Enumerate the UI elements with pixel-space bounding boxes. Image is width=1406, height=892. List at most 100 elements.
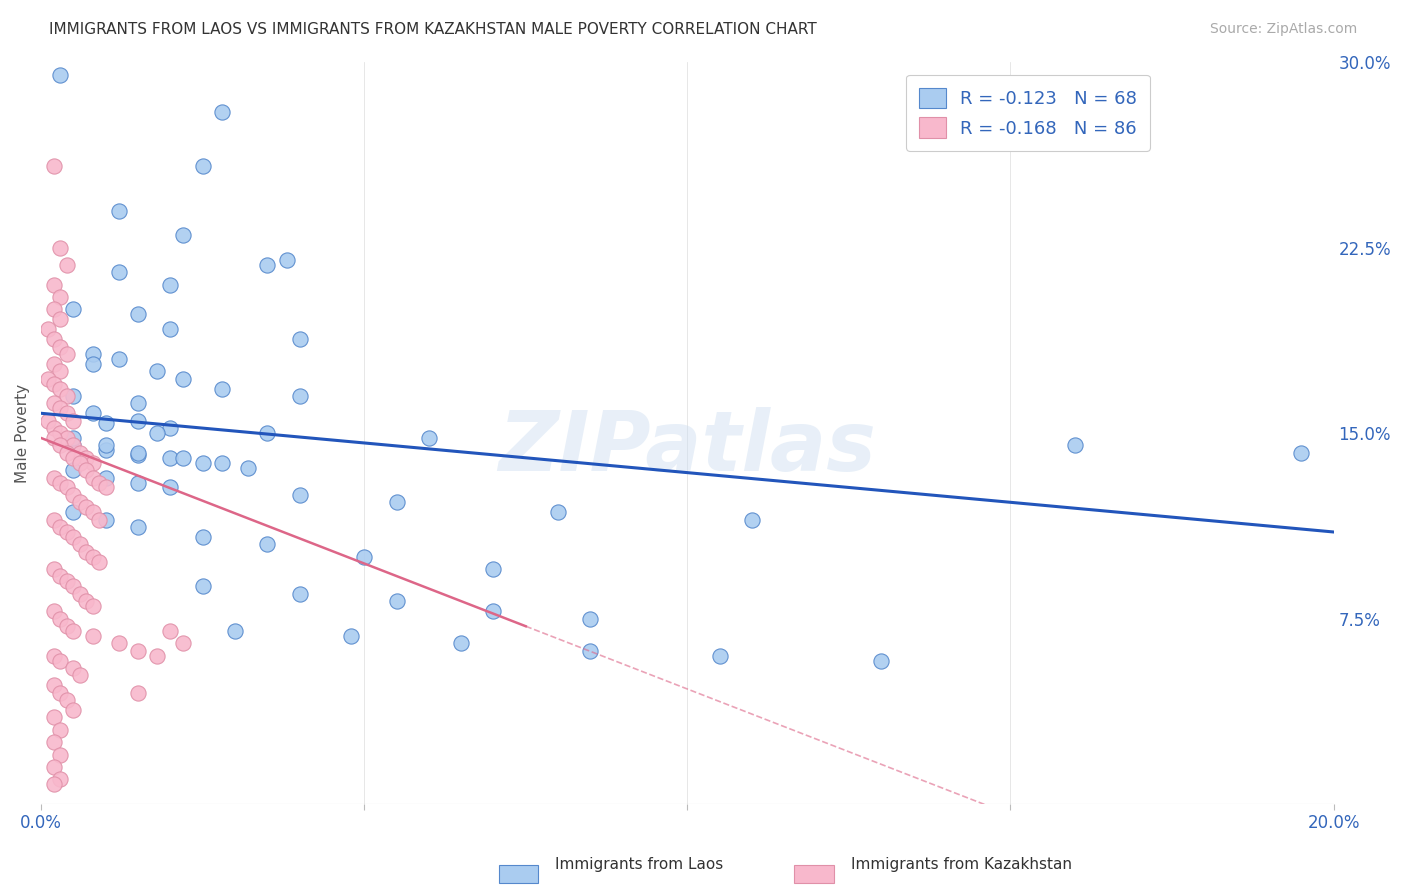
Point (340, 629, 363, 643)
Text: ZIPatlas: ZIPatlas (498, 408, 876, 489)
Point (42, 678, 65, 692)
Point (69, 446, 91, 460)
Point (211, 456, 233, 470)
Point (107, 203, 129, 218)
Point (82, 549, 104, 564)
Point (62, 579, 84, 593)
Point (56, 389, 79, 403)
Point (56, 446, 79, 460)
Point (94, 438, 117, 452)
Point (62, 438, 84, 452)
Point (172, 228, 194, 243)
Point (159, 421, 181, 435)
Point (579, 643, 602, 657)
Point (256, 425, 278, 440)
Point (56, 524, 79, 539)
Point (288, 389, 311, 403)
Point (127, 475, 149, 490)
Point (62, 438, 84, 452)
Point (89, 555, 111, 569)
Point (42, 710, 65, 724)
Point (49, 339, 72, 353)
Point (62, 505, 84, 519)
Y-axis label: Male Poverty: Male Poverty (15, 384, 30, 483)
Point (49, 611, 72, 625)
Point (82, 599, 104, 614)
Point (709, 648, 731, 663)
Point (49, 438, 72, 452)
Point (127, 448, 149, 462)
Point (75, 450, 97, 465)
Point (482, 604, 505, 618)
Point (385, 594, 408, 608)
Point (82, 629, 104, 643)
Point (94, 480, 117, 494)
Point (172, 372, 194, 386)
Point (1064, 438, 1087, 452)
Point (42, 431, 65, 445)
Point (56, 406, 79, 420)
Point (42, 159, 65, 173)
Point (191, 159, 214, 173)
Point (56, 431, 79, 445)
Point (288, 332, 311, 346)
Point (191, 530, 214, 544)
Point (49, 772, 72, 787)
Point (62, 414, 84, 428)
Point (42, 357, 65, 371)
Point (870, 654, 893, 668)
Point (49, 520, 72, 534)
Point (62, 661, 84, 675)
Point (56, 619, 79, 633)
Point (62, 530, 84, 544)
Point (146, 425, 169, 440)
Point (42, 277, 65, 292)
Point (127, 520, 149, 534)
Point (107, 636, 129, 650)
Point (82, 406, 104, 420)
Point (56, 347, 79, 361)
Point (49, 290, 72, 304)
Point (107, 351, 129, 366)
Point (579, 611, 602, 625)
Point (49, 382, 72, 396)
Point (276, 252, 298, 267)
Point (42, 513, 65, 527)
Point (62, 389, 84, 403)
Point (42, 332, 65, 346)
Point (75, 545, 97, 559)
Point (94, 513, 117, 527)
Point (236, 460, 259, 475)
Point (82, 456, 104, 470)
Point (127, 643, 149, 657)
Point (62, 450, 84, 465)
Point (42, 421, 65, 435)
Point (62, 431, 84, 445)
Point (69, 537, 91, 551)
Point (62, 488, 84, 502)
Text: Immigrants from Kazakhstan: Immigrants from Kazakhstan (851, 857, 1071, 872)
Point (49, 747, 72, 762)
Point (159, 322, 181, 336)
Point (69, 456, 91, 470)
Point (42, 735, 65, 749)
Point (450, 636, 472, 650)
Point (547, 505, 569, 519)
Point (49, 686, 72, 700)
Point (82, 357, 104, 371)
Point (62, 302, 84, 317)
Point (49, 569, 72, 583)
Point (94, 443, 117, 458)
Point (69, 668, 91, 682)
Point (159, 450, 181, 465)
Point (211, 104, 233, 119)
Point (256, 537, 278, 551)
Point (42, 302, 65, 317)
Point (159, 624, 181, 638)
Legend: R = -0.123   N = 68, R = -0.168   N = 86: R = -0.123 N = 68, R = -0.168 N = 86 (907, 75, 1150, 151)
Point (49, 425, 72, 440)
Point (62, 624, 84, 638)
Point (49, 364, 72, 378)
Point (56, 693, 79, 707)
Point (69, 587, 91, 601)
